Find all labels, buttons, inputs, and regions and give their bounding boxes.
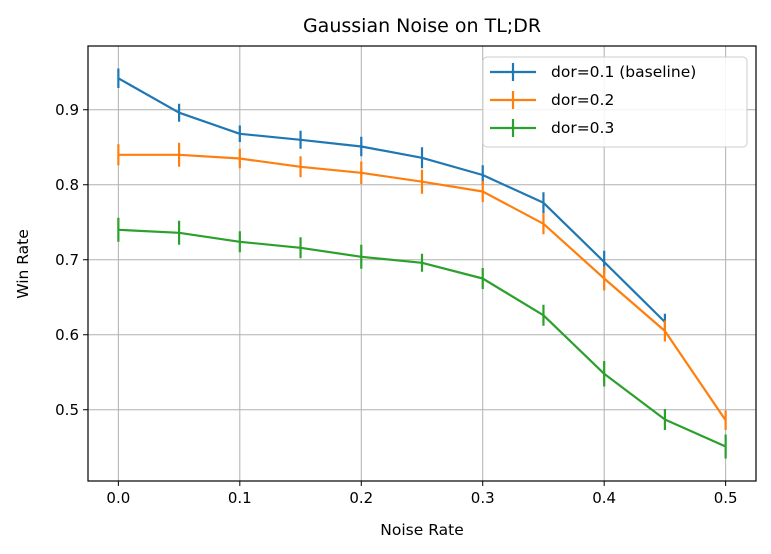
series-line xyxy=(117,77,666,323)
x-tick-label: 0.0 xyxy=(106,489,130,507)
y-axis-label: Win Rate xyxy=(14,229,32,299)
legend-item: dor=0.1 (baseline) xyxy=(490,63,696,81)
x-tick-label: 0.1 xyxy=(228,489,252,507)
chart-title: Gaussian Noise on TL;DR xyxy=(303,15,541,37)
legend-label: dor=0.3 xyxy=(551,119,614,137)
x-tick-label: 0.3 xyxy=(471,489,495,507)
legend-label: dor=0.1 (baseline) xyxy=(551,63,696,81)
series-group xyxy=(117,68,727,459)
x-tick-label: 0.2 xyxy=(349,489,373,507)
legend-item: dor=0.3 xyxy=(490,119,614,137)
x-axis-label: Noise Rate xyxy=(380,521,463,539)
series-3 xyxy=(117,217,727,459)
y-tick-label: 0.7 xyxy=(55,251,79,269)
ticks: 0.0 0.1 0.2 0.3 0.4 0.5 0.5 0.6 0.7 0.8 0.9 xyxy=(55,101,737,507)
x-tick-label: 0.4 xyxy=(592,489,616,507)
series-1 xyxy=(117,68,667,331)
legend-label: dor=0.2 xyxy=(551,91,614,109)
x-tick-label: 0.5 xyxy=(714,489,738,507)
y-tick-label: 0.6 xyxy=(55,326,79,344)
y-tick-label: 0.5 xyxy=(55,401,79,419)
legend-item: dor=0.2 xyxy=(490,91,614,109)
series-2 xyxy=(117,142,727,430)
y-tick-label: 0.9 xyxy=(55,101,79,119)
series-line xyxy=(118,153,727,421)
plot-frame xyxy=(87,45,757,482)
y-tick-label: 0.8 xyxy=(55,176,79,194)
legend-box xyxy=(482,56,748,148)
legend: dor=0.1 (baseline) dor=0.2 dor=0.3 xyxy=(482,56,748,148)
